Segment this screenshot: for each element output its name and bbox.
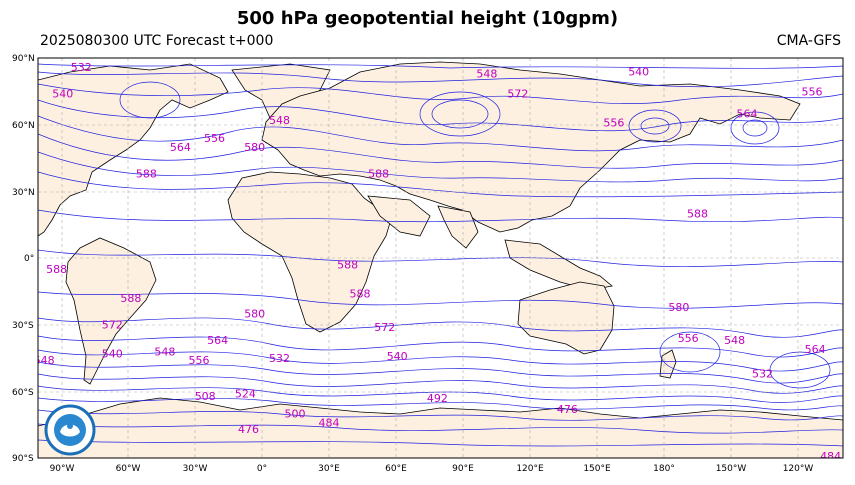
lat-ticks: 90°N 60°N 30°N 0° 30°S 60°S 90°S <box>12 54 35 464</box>
model-name: CMA-GFS <box>776 33 841 49</box>
contour-label: 580 <box>244 141 265 154</box>
chart-title: 500 hPa geopotential height (10gpm) <box>236 8 619 29</box>
lon-tick-label: 90°W <box>50 464 75 474</box>
contour-label: 532 <box>71 61 92 74</box>
contour-label: 476 <box>848 412 855 425</box>
contour-label: 588 <box>136 168 157 181</box>
contour-label: 532 <box>752 368 773 381</box>
contour-label: 588 <box>46 263 67 276</box>
contour-label: 564 <box>207 334 228 347</box>
contour-label: 556 <box>189 354 210 367</box>
lon-tick-label: 120°W <box>783 464 814 474</box>
contour-label: 508 <box>195 390 216 403</box>
contour-label: 588 <box>350 288 371 301</box>
contour-label: 564 <box>170 141 191 154</box>
contour-label: 588 <box>337 259 358 272</box>
contour-lines <box>38 63 843 447</box>
lon-tick-label: 60°E <box>385 464 407 474</box>
contour-labels: 532 540 548 556 564 580 588 548 540 572 556 564 556 5… <box>34 61 855 463</box>
contour-label: 540 <box>628 65 649 78</box>
contour-label: 588 <box>687 208 708 221</box>
lat-tick-label: 60°S <box>12 388 34 398</box>
lon-tick-label: 60°W <box>116 464 141 474</box>
gridlines <box>38 58 843 458</box>
contour-label: 572 <box>507 88 528 101</box>
contour-label: 540 <box>102 348 123 361</box>
forecast-time: 2025080300 UTC Forecast t+000 <box>40 33 274 49</box>
contour-label: 540 <box>52 88 73 101</box>
contour-label: 548 <box>476 68 497 81</box>
contour-label: 532 <box>269 352 290 365</box>
contour-label: 484 <box>820 450 841 463</box>
contour-label: 476 <box>557 403 578 416</box>
lon-tick-label: 30°E <box>318 464 340 474</box>
contour-label: 564 <box>805 343 826 356</box>
lat-tick-label: 90°S <box>12 454 34 464</box>
lon-tick-label: 90°E <box>452 464 474 474</box>
lon-tick-label: 120°E <box>516 464 544 474</box>
contour-label: 548 <box>724 334 745 347</box>
contour-label: 588 <box>120 292 141 305</box>
contour-label: 580 <box>244 308 265 321</box>
lon-tick-label: 30°W <box>183 464 208 474</box>
lat-tick-label: 30°S <box>12 321 34 331</box>
lon-tick-label: 180° <box>653 464 675 474</box>
lon-ticks: 90°W 60°W 30°W 0° 30°E 60°E 90°E 120°E 1… <box>50 464 814 474</box>
contour-label: 572 <box>374 321 395 334</box>
contour-label: 524 <box>235 388 256 401</box>
lat-tick-label: 0° <box>24 254 34 264</box>
lon-tick-label: 150°W <box>716 464 747 474</box>
contour-label: 572 <box>102 319 123 332</box>
contour-label: 556 <box>204 132 225 145</box>
contour-label: 500 <box>285 408 306 421</box>
contour-label: 476 <box>238 423 259 436</box>
lat-tick-label: 60°N <box>12 121 35 131</box>
contour-label: 548 <box>269 114 290 127</box>
contour-label: 564 <box>845 310 855 323</box>
lon-tick-label: 150°E <box>583 464 611 474</box>
contour-label: 580 <box>668 301 689 314</box>
contour-label: 564 <box>737 108 758 121</box>
contour-label: 548 <box>154 345 175 358</box>
contour-label: 492 <box>427 392 448 405</box>
map-frame <box>37 57 844 459</box>
contour-label: 588 <box>368 168 389 181</box>
contour-label: 556 <box>603 116 624 129</box>
contour-label: 556 <box>802 85 823 98</box>
lat-tick-label: 30°N <box>12 188 35 198</box>
contour-label: 540 <box>387 350 408 363</box>
cma-logo <box>44 404 96 456</box>
contour-label: 556 <box>678 332 699 345</box>
lon-tick-label: 0° <box>257 464 267 474</box>
contour-label: 548 <box>34 354 55 367</box>
contour-label: 484 <box>319 416 340 429</box>
lat-tick-label: 90°N <box>12 54 35 64</box>
